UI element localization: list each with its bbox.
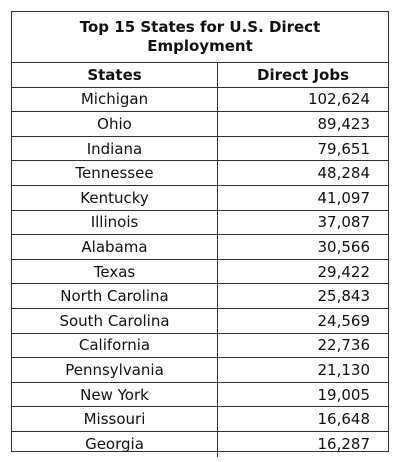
table-row: Indiana 79,651 [12, 136, 388, 162]
state-cell: Tennessee [12, 161, 218, 185]
direct-jobs-cell: 21,130 [317, 360, 371, 379]
column-header-states: States [12, 63, 218, 87]
column-header-direct-jobs: Direct Jobs [257, 65, 349, 84]
table-row: Georgia 16,287 [12, 431, 388, 457]
state-cell: Michigan [12, 87, 218, 112]
direct-jobs-cell: 37,087 [317, 213, 371, 232]
table-row: Michigan 102,624 [12, 87, 388, 113]
header-row: States Direct Jobs [12, 63, 388, 88]
state-cell: Indiana [12, 136, 218, 161]
table-title: Top 15 States for U.S. Direct Employment [12, 12, 388, 63]
table-row: New York 19,005 [12, 382, 388, 408]
table-row: Ohio 89,423 [12, 112, 388, 137]
direct-jobs-cell: 102,624 [307, 90, 370, 109]
table-body: Michigan 102,624 Ohio 89,423 Indiana 79,651 Te… [12, 87, 388, 457]
direct-jobs-cell: 41,097 [317, 188, 371, 207]
direct-jobs-cell: 79,651 [317, 139, 371, 158]
direct-jobs-cell: 22,736 [317, 336, 371, 355]
table-row: South Carolina 24,569 [12, 308, 388, 334]
direct-jobs-cell: 89,423 [317, 114, 371, 133]
table-row: North Carolina 25,843 [12, 284, 388, 309]
state-cell: Texas [12, 259, 218, 284]
table-row: Missouri 16,648 [12, 407, 388, 432]
direct-jobs-cell: 16,648 [317, 410, 371, 429]
state-cell: California [12, 333, 218, 358]
state-cell: Ohio [12, 112, 218, 136]
table-row: Tennessee 48,284 [12, 161, 388, 186]
state-cell: Alabama [12, 235, 218, 259]
employment-table: Top 15 States for U.S. Direct Employment… [11, 11, 389, 457]
direct-jobs-cell: 25,843 [317, 287, 371, 306]
direct-jobs-cell: 24,569 [317, 311, 371, 330]
state-cell: North Carolina [12, 284, 218, 308]
table-row: Kentucky 41,097 [12, 185, 388, 211]
direct-jobs-cell: 48,284 [317, 164, 371, 183]
table-row: Alabama 30,566 [12, 235, 388, 260]
state-cell: New York [12, 382, 218, 407]
state-cell: Missouri [12, 407, 218, 431]
table-row: Illinois 37,087 [12, 210, 388, 236]
state-cell: Illinois [12, 210, 218, 235]
state-cell: Pennsylvania [12, 358, 218, 382]
direct-jobs-cell: 29,422 [317, 262, 371, 281]
direct-jobs-cell: 19,005 [317, 385, 371, 404]
state-cell: Kentucky [12, 185, 218, 210]
table-row: California 22,736 [12, 333, 388, 359]
table-row: Texas 29,422 [12, 259, 388, 285]
state-cell: South Carolina [12, 308, 218, 333]
table-row: Pennsylvania 21,130 [12, 358, 388, 383]
direct-jobs-cell: 30,566 [317, 237, 371, 256]
direct-jobs-cell: 16,287 [317, 435, 371, 454]
state-cell: Georgia [12, 431, 218, 457]
